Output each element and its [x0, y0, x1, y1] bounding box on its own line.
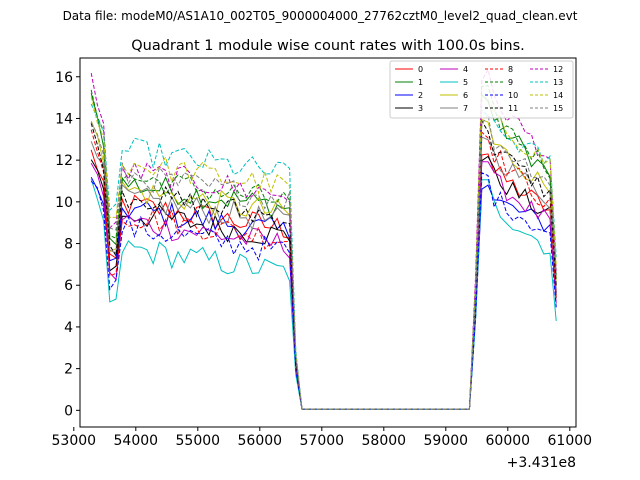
legend-item-5: 5: [440, 78, 468, 87]
x-tick-label: 56000: [238, 433, 283, 449]
legend-item-6: 6: [440, 91, 468, 100]
legend-item-13: 13: [530, 78, 563, 87]
legend-label: 14: [553, 91, 563, 100]
legend-item-7: 7: [440, 104, 468, 113]
legend-item-4: 4: [440, 65, 468, 74]
y-axis: 0 2 4 6 8 10 12 14 16: [55, 70, 80, 419]
legend-label: 3: [418, 104, 423, 113]
legend-frame: [389, 60, 574, 119]
chart-title: Quadrant 1 module wise count rates with …: [131, 38, 525, 54]
legend-item-8: 8: [485, 65, 513, 74]
x-tick-label: 60000: [486, 433, 531, 449]
x-tick-label: 61000: [548, 433, 593, 449]
legend-label: 9: [508, 78, 513, 87]
legend-item-10: 10: [485, 91, 518, 100]
legend-item-11: 11: [485, 104, 518, 113]
x-axis: 53000 54000 55000 56000 57000 58000 59000 60000…: [52, 427, 593, 449]
legend-label: 4: [463, 65, 468, 74]
legend-label: 15: [553, 104, 563, 113]
legend-item-12: 12: [530, 65, 563, 74]
axes-frame: [79, 57, 577, 428]
y-tick-label: 0: [64, 403, 73, 419]
x-tick-label: 53000: [52, 433, 97, 449]
x-tick-label: 54000: [114, 433, 159, 449]
legend-label: 0: [418, 65, 423, 74]
legend-item-15: 15: [530, 104, 563, 113]
x-tick-label: 58000: [362, 433, 407, 449]
legend-label: 10: [508, 91, 518, 100]
y-tick-label: 8: [64, 237, 73, 253]
legend-item-3: 3: [395, 104, 423, 113]
legend-label: 6: [463, 91, 468, 100]
x-tick-label: 57000: [300, 433, 345, 449]
series-layer: [90, 68, 557, 410]
x-tick-label: 55000: [176, 433, 221, 449]
legend-item-0: 0: [395, 65, 423, 74]
legend-item-14: 14: [530, 91, 563, 100]
x-axis-offset-label: +3.431e8: [507, 455, 576, 471]
legend-label: 13: [553, 78, 563, 87]
legend-label: 1: [418, 78, 423, 87]
y-tick-label: 10: [55, 195, 73, 211]
legend-item-1: 1: [395, 78, 423, 87]
legend-label: 11: [508, 104, 518, 113]
data-file-label: Data file: modeM0/AS1A10_002T05_90000040…: [63, 9, 578, 23]
y-tick-label: 14: [55, 111, 73, 127]
legend-label: 5: [463, 78, 468, 87]
x-tick-label: 59000: [424, 433, 469, 449]
legend-item-9: 9: [485, 78, 513, 87]
legend-label: 7: [463, 104, 468, 113]
legend-label: 12: [553, 65, 563, 74]
legend-label: 2: [418, 91, 423, 100]
y-tick-label: 2: [64, 362, 73, 378]
series-line-14: [90, 94, 557, 410]
legend-label: 8: [508, 65, 513, 74]
y-tick-label: 4: [64, 320, 73, 336]
y-tick-label: 16: [55, 70, 73, 86]
legend-item-2: 2: [395, 91, 423, 100]
y-tick-label: 12: [55, 153, 73, 169]
y-tick-label: 6: [64, 278, 73, 294]
